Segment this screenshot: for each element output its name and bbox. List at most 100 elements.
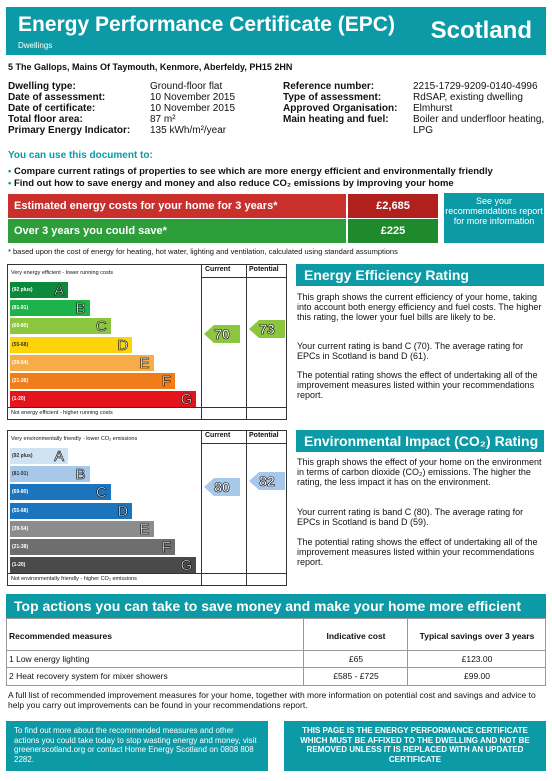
ee-top-label: Very energy efficient - lower running co… bbox=[11, 270, 114, 276]
ei-band-range: (21-38) bbox=[12, 544, 29, 550]
col-header-savings: Typical savings over 3 years bbox=[419, 631, 535, 641]
ee-band-e: (39-54) E bbox=[10, 354, 154, 372]
ei-band-letter: F bbox=[161, 539, 171, 557]
prop-label: Dwelling type: bbox=[8, 81, 76, 92]
prop-label: Total floor area: bbox=[8, 114, 83, 125]
prop-value: Boiler and underfloor heating, bbox=[413, 114, 545, 125]
ee-band-letter: A bbox=[54, 282, 65, 300]
ei-current-value: 80 bbox=[214, 479, 230, 496]
ee-band-a: (92 plus) A bbox=[10, 282, 69, 300]
ei-band-f: (21-38) F bbox=[10, 539, 175, 557]
prop-value: RdSAP, existing dwelling bbox=[413, 92, 523, 103]
energy-cost-value: £2,685 bbox=[346, 194, 438, 218]
ee-band-d: (55-68) D bbox=[10, 336, 133, 354]
property-address: 5 The Gallops, Mains Of Taymouth, Kenmor… bbox=[8, 62, 293, 72]
ee-current-value: 70 bbox=[214, 326, 230, 343]
ei-band-range: (55-68) bbox=[12, 507, 29, 514]
ee-bottom-label: Not energy efficient - higher running co… bbox=[11, 410, 113, 416]
ei-potential-value: 82 bbox=[259, 473, 275, 490]
prop-value: LPG bbox=[413, 125, 434, 136]
ee-band-b: (81-91) B bbox=[10, 300, 90, 318]
ee-band-range: (92 plus) bbox=[12, 287, 33, 293]
col-header-cost: Indicative cost bbox=[326, 631, 386, 641]
property-values-right: 2215-1729-9209-0140-4996 RdSAP, existing… bbox=[413, 81, 544, 136]
ei-band-range: (81-91) bbox=[12, 471, 29, 478]
ei-band-c: (69-80) C bbox=[10, 484, 111, 502]
actions-title: Top actions you can take to save money a… bbox=[6, 594, 546, 618]
ei-band-letter: D bbox=[117, 502, 129, 520]
ei-band-range: (1-20) bbox=[12, 562, 26, 569]
ei-title: Environmental Impact (CO₂) Rating bbox=[296, 430, 544, 452]
ee-potential-arrow: 73 bbox=[249, 320, 285, 338]
table-row-cost: £65 bbox=[348, 654, 364, 664]
ee-band-g: (1-20) G bbox=[10, 391, 197, 408]
table-row-saving: £99.00 bbox=[464, 671, 490, 681]
ei-potential-header: Potential bbox=[249, 432, 279, 439]
prop-row: Total floor area: bbox=[8, 114, 130, 125]
prop-row: Primary Energy Indicator: bbox=[8, 125, 130, 136]
ee-potential-value: 73 bbox=[259, 321, 275, 338]
ee-band-letter: E bbox=[139, 354, 150, 372]
prop-row: Dwelling type: bbox=[8, 81, 130, 92]
table-row-cost: £585 - £725 bbox=[333, 671, 379, 681]
ei-bottom-label: Not environmentally friendly - higher CO… bbox=[11, 576, 137, 582]
prop-row: Date of certificate: bbox=[8, 103, 130, 114]
prop-label: Date of assessment: bbox=[8, 92, 106, 103]
environmental-impact-chart: Current Potential Very environmentally f… bbox=[7, 430, 287, 586]
saving-label: Over 3 years you could save* bbox=[14, 225, 167, 237]
ei-band-d: (55-68) D bbox=[10, 502, 133, 520]
ei-current-arrow: 80 bbox=[204, 478, 240, 496]
ei-paragraph-1: This graph shows the effect of your home… bbox=[297, 457, 542, 487]
ee-band-range: (1-20) bbox=[12, 396, 26, 403]
see-recommendations-box: See your recommendations report for more… bbox=[444, 193, 544, 243]
country-label: Scotland bbox=[430, 17, 532, 44]
ei-top-label: Very environmentally friendly - lower CO… bbox=[11, 436, 138, 442]
prop-label: Date of certificate: bbox=[8, 103, 96, 114]
table-row-measure: 1 Low energy lighting bbox=[9, 654, 90, 664]
table-row-saving: £123.00 bbox=[461, 654, 493, 664]
bullet-item: • Compare current ratings of properties … bbox=[8, 166, 493, 177]
ei-band-g: (1-20) G bbox=[10, 557, 197, 575]
prop-label: Reference number: bbox=[283, 81, 375, 92]
ei-band-letter: E bbox=[139, 520, 150, 538]
ee-band-letter: B bbox=[75, 300, 86, 318]
ee-band-letter: C bbox=[96, 318, 107, 336]
prop-value: Elmhurst bbox=[413, 103, 453, 114]
ee-band-range: (55-68) bbox=[12, 341, 29, 348]
ee-paragraph-3: The potential rating shows the effect of… bbox=[297, 370, 538, 400]
ei-current-header: Current bbox=[205, 432, 231, 439]
use-heading: You can use this document to: bbox=[8, 150, 153, 161]
ee-band-letter: D bbox=[117, 336, 129, 354]
energy-cost-label: Estimated energy costs for your home for… bbox=[14, 200, 278, 212]
property-values-left: Ground-floor flat 10 November 2015 10 No… bbox=[150, 81, 235, 136]
ei-potential-arrow: 82 bbox=[249, 472, 285, 490]
ei-band-letter: A bbox=[54, 448, 65, 466]
ee-band-letter: F bbox=[161, 373, 171, 391]
bullet-text: Compare current ratings of properties to… bbox=[13, 166, 493, 177]
prop-label: Approved Organisation: bbox=[283, 103, 398, 114]
prop-value: 10 November 2015 bbox=[150, 103, 236, 114]
improvements-note: A full list of recommended improvement m… bbox=[8, 690, 536, 710]
ei-band-a: (92 plus) A bbox=[10, 448, 69, 466]
ee-current-header: Current bbox=[205, 266, 231, 273]
ee-band-f: (21-38) F bbox=[10, 373, 175, 391]
prop-value: 87 m² bbox=[150, 114, 176, 125]
prop-label: Main heating and fuel: bbox=[283, 114, 389, 125]
page-subtitle: Dwellings bbox=[18, 41, 53, 50]
ei-band-letter: G bbox=[180, 557, 193, 575]
ee-title: Energy Efficiency Rating bbox=[296, 264, 544, 286]
ee-band-range: (81-91) bbox=[12, 305, 29, 312]
ei-band-range: (92 plus) bbox=[12, 453, 33, 459]
prop-label: Type of assessment: bbox=[283, 92, 382, 103]
prop-value: Ground-floor flat bbox=[150, 81, 223, 92]
prop-label: Primary Energy Indicator: bbox=[8, 125, 131, 136]
ei-paragraph-2: Your current rating is band C (80). The … bbox=[297, 507, 524, 527]
property-details-left: Dwelling type: Date of assessment: Date … bbox=[8, 81, 130, 136]
saving-row: Over 3 years you could save* £225 bbox=[8, 219, 438, 243]
ei-band-letter: B bbox=[75, 466, 86, 484]
page-title: Energy Performance Certificate (EPC) bbox=[18, 13, 395, 36]
prop-value: 2215-1729-9209-0140-4996 bbox=[413, 81, 538, 92]
ei-band-e: (39-54) E bbox=[10, 520, 154, 538]
bullet-text: Find out how to save energy and money an… bbox=[13, 178, 454, 189]
col-header-measures: Recommended measures bbox=[9, 631, 112, 641]
